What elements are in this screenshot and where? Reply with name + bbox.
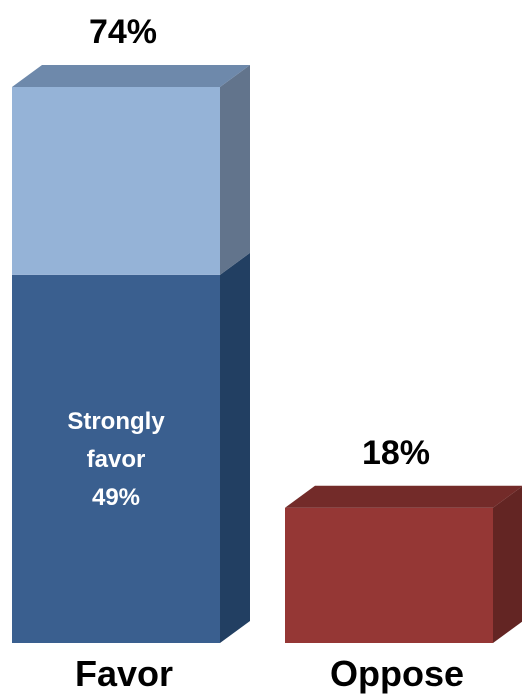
bar-favor-total-label: 74% bbox=[89, 13, 157, 51]
bar-favor-segment-2-front bbox=[12, 87, 220, 275]
bar-oppose-segment-1 bbox=[285, 485, 522, 643]
category-label-favor: Favor bbox=[75, 653, 173, 694]
bar-favor-segment-1-value-label: 49% bbox=[92, 484, 140, 511]
bar-oppose-total-label: 18% bbox=[362, 434, 430, 472]
bar-favor-segment-2-top bbox=[12, 65, 250, 87]
bar-oppose-segment-1-side bbox=[493, 486, 522, 643]
bar-oppose-segment-1-front bbox=[285, 507, 493, 643]
bar-favor-segment-1-front bbox=[12, 274, 220, 643]
bar-favor-segment-2 bbox=[12, 65, 250, 275]
bar-favor-segment-1-label-line-1: Strongly bbox=[67, 408, 165, 435]
labels-layer: Strongly favor 49% 74% Favor 18% Oppose bbox=[67, 13, 464, 694]
bar-favor-segment-1 bbox=[12, 252, 250, 644]
bar-favor-segment-1-label-line-2: favor bbox=[87, 446, 146, 473]
bar-oppose-segment-1-top bbox=[285, 485, 522, 508]
category-label-oppose: Oppose bbox=[330, 653, 464, 694]
bars-layer bbox=[12, 65, 522, 644]
bar-favor-segment-2-side bbox=[220, 65, 250, 275]
bar-favor-segment-1-side bbox=[220, 252, 250, 644]
